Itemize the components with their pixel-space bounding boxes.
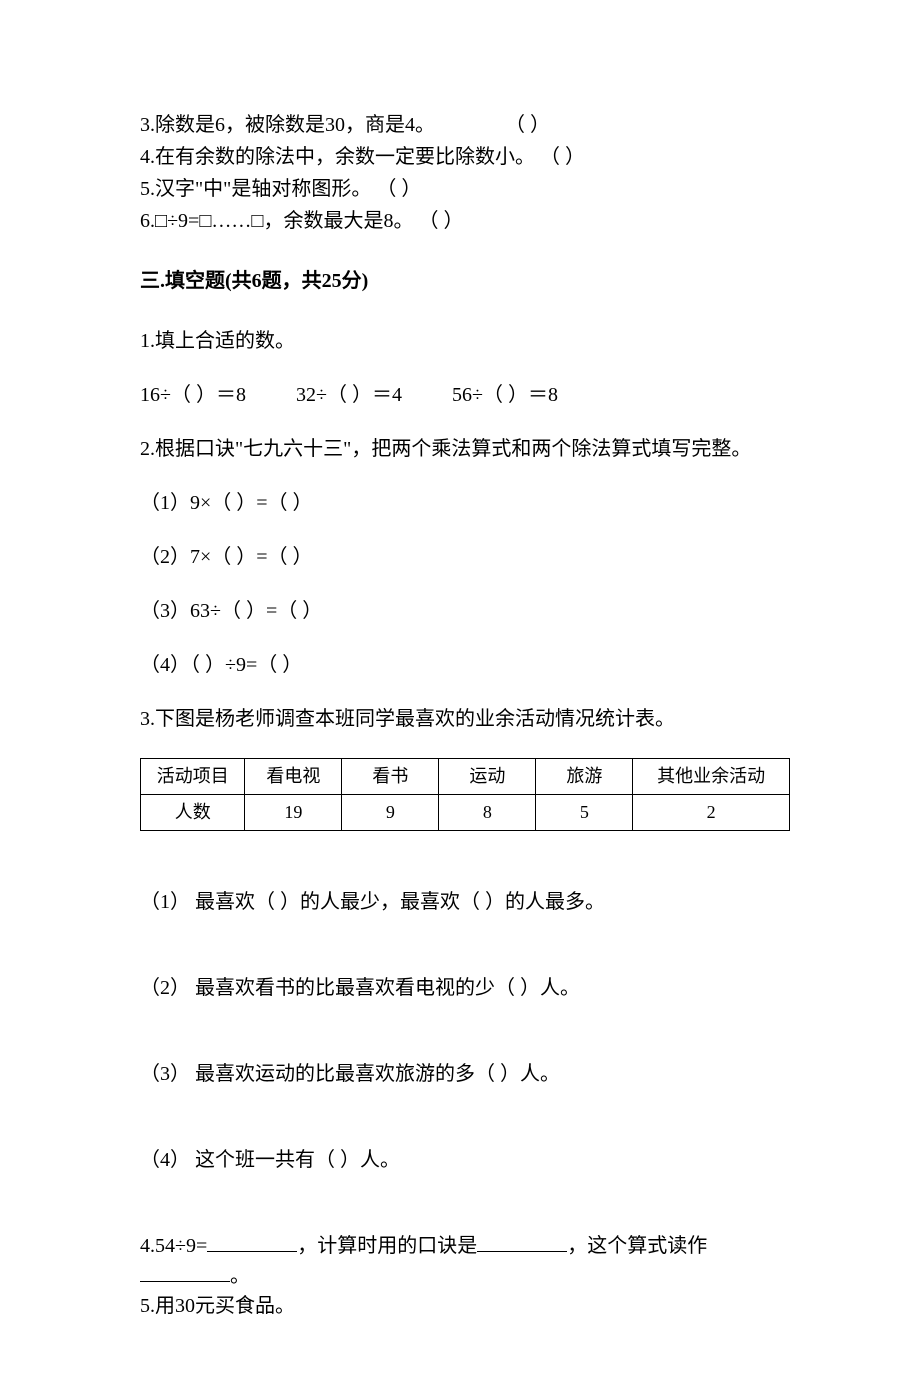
q1-title: 1.填上合适的数。 <box>140 326 790 356</box>
q1-expr2: 32÷（ ）＝4 <box>296 384 402 406</box>
q5-title: 5.用30元买食品。 <box>140 1291 790 1321</box>
section-3-title: 三.填空题(共6题，共25分) <box>140 266 790 296</box>
td-travel: 5 <box>536 795 633 831</box>
q4-part4: 。 <box>230 1265 250 1287</box>
judgment-6-paren: （ ） <box>419 210 464 232</box>
q3-sub3: （3） 最喜欢运动的比最喜欢旅游的多（ ）人。 <box>140 1059 790 1089</box>
th-tv: 看电视 <box>245 759 342 795</box>
judgment-item-5: 5.汉字"中"是轴对称图形。 （ ） <box>140 174 790 204</box>
th-sports: 运动 <box>439 759 536 795</box>
table-data-row: 人数 19 9 8 5 2 <box>141 795 790 831</box>
q2-sub4: （4）（ ）÷9=（ ） <box>140 650 790 680</box>
th-reading: 看书 <box>342 759 439 795</box>
q2-sub1: （1）9×（ ）=（ ） <box>140 488 790 518</box>
td-tv: 19 <box>245 795 342 831</box>
judgment-5-text: 5.汉字"中"是轴对称图形。 <box>140 178 371 200</box>
q4-blank2 <box>477 1232 567 1252</box>
q4-blank3 <box>140 1262 230 1282</box>
td-other: 2 <box>633 795 790 831</box>
q4-part1: 4.54÷9= <box>140 1235 207 1257</box>
judgment-4-text: 4.在有余数的除法中，余数一定要比除数小。 <box>140 146 535 168</box>
q4-part2: ，计算时用的口诀是 <box>297 1235 477 1257</box>
q1-expr3: 56÷（ ）＝8 <box>452 384 558 406</box>
judgment-item-4: 4.在有余数的除法中，余数一定要比除数小。 （ ） <box>140 142 790 172</box>
th-other: 其他业余活动 <box>633 759 790 795</box>
q2-title: 2.根据口诀"七九六十三"，把两个乘法算式和两个除法算式填写完整。 <box>140 434 790 464</box>
judgment-3-paren: （ ） <box>505 114 550 136</box>
judgment-4-paren: （ ） <box>540 146 585 168</box>
th-activity: 活动项目 <box>141 759 245 795</box>
q4-line: 4.54÷9= ，计算时用的口诀是 ，这个算式读作。 <box>140 1231 790 1291</box>
q4-part3: ，这个算式读作 <box>567 1235 707 1257</box>
th-travel: 旅游 <box>536 759 633 795</box>
td-reading: 9 <box>342 795 439 831</box>
q1-expressions: 16÷（ ）＝8 32÷（ ）＝4 56÷（ ）＝8 <box>140 380 790 410</box>
td-sports: 8 <box>439 795 536 831</box>
q3-sub1: （1） 最喜欢（ ）的人最少，最喜欢（ ）的人最多。 <box>140 887 790 917</box>
q2-sub2: （2）7×（ ）=（ ） <box>140 542 790 572</box>
q3-title: 3.下图是杨老师调查本班同学最喜欢的业余活动情况统计表。 <box>140 704 790 734</box>
table-header-row: 活动项目 看电视 看书 运动 旅游 其他业余活动 <box>141 759 790 795</box>
judgment-6-text: 6.□÷9=□……□，余数最大是8。 <box>140 210 414 232</box>
q2-sub3: （3）63÷（ ）=（ ） <box>140 596 790 626</box>
judgment-item-6: 6.□÷9=□……□，余数最大是8。 （ ） <box>140 206 790 236</box>
activity-table: 活动项目 看电视 看书 运动 旅游 其他业余活动 人数 19 9 8 5 2 <box>140 758 790 831</box>
q4-blank1 <box>207 1232 297 1252</box>
q3-sub4: （4） 这个班一共有（ ）人。 <box>140 1145 790 1175</box>
judgment-5-paren: （ ） <box>376 178 421 200</box>
document-page: 3.除数是6，被除数是30，商是4。 （ ） 4.在有余数的除法中，余数一定要比… <box>0 0 920 1383</box>
q1-expr1: 16÷（ ）＝8 <box>140 384 246 406</box>
judgment-item-3: 3.除数是6，被除数是30，商是4。 （ ） <box>140 110 790 140</box>
judgment-3-text: 3.除数是6，被除数是30，商是4。 <box>140 114 435 136</box>
td-label: 人数 <box>141 795 245 831</box>
q3-sub2: （2） 最喜欢看书的比最喜欢看电视的少（ ）人。 <box>140 973 790 1003</box>
